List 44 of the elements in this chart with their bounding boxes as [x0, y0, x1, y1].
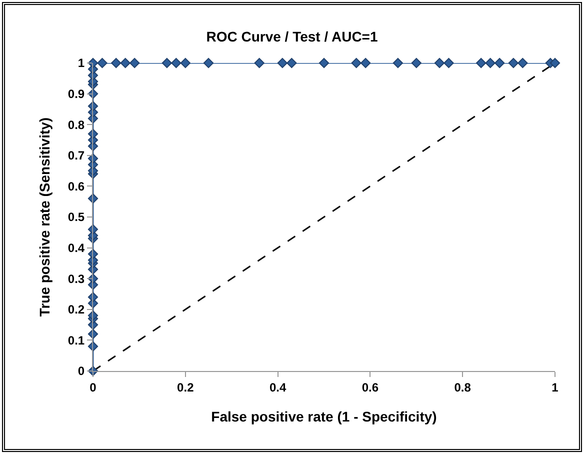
point	[351, 58, 362, 68]
y-tick-label: 0.3	[68, 272, 85, 286]
y-axis-title: True positive rate (Sensitivity)	[36, 117, 53, 317]
point	[392, 58, 403, 68]
point	[318, 58, 330, 68]
y-tick-label: 1	[78, 56, 85, 70]
y-tick-label: 0.6	[68, 179, 85, 194]
point	[444, 58, 454, 68]
y-tick-label: 0.4	[68, 241, 85, 255]
point	[120, 58, 130, 68]
point	[360, 58, 371, 68]
x-tick-label: 0.8	[454, 380, 472, 394]
y-tick-label: 0.9	[68, 87, 85, 101]
y-tick-label: 0.8	[68, 118, 85, 132]
x-tick-label: 1	[552, 380, 559, 394]
y-tick-label: 0.5	[68, 210, 85, 224]
y-tick-label: 0.7	[68, 148, 85, 163]
point	[277, 58, 288, 68]
point	[518, 58, 528, 68]
point	[203, 58, 214, 68]
x-axis-title: False positive rate (1 - Specificity)	[211, 408, 437, 425]
x-tick-label: 0.6	[362, 380, 379, 394]
y-tick-label: 0.1	[68, 333, 85, 348]
x-tick-label: 0	[90, 380, 97, 394]
point	[130, 58, 140, 68]
point	[254, 58, 264, 68]
point	[508, 58, 518, 68]
x-tick-label: 0.2	[177, 380, 194, 394]
point	[162, 58, 172, 68]
point	[180, 58, 190, 68]
point	[171, 58, 182, 68]
point	[97, 58, 108, 68]
point	[286, 58, 297, 68]
y-tick-label: 0.2	[68, 302, 85, 317]
point	[550, 58, 560, 68]
point	[476, 58, 486, 68]
point	[485, 58, 496, 68]
y-tick-label: 0	[78, 364, 85, 378]
chart-title: ROC Curve / Test / AUC=1	[206, 28, 378, 44]
x-tick-label: 0.4	[269, 380, 286, 394]
point	[434, 58, 445, 68]
point	[111, 58, 122, 68]
point	[494, 58, 505, 68]
point	[411, 58, 422, 68]
